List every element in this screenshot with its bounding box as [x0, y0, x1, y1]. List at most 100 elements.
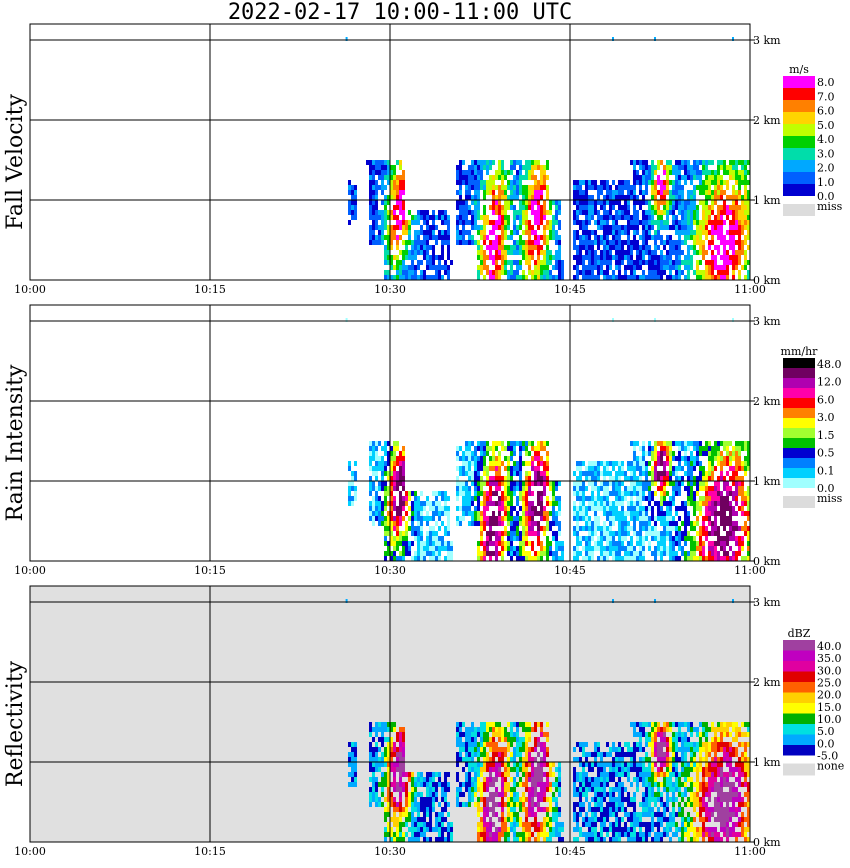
legend-swatch: [783, 398, 815, 408]
legend-swatch: [783, 136, 815, 148]
legend-swatch: [783, 160, 815, 172]
legend-swatch: [783, 692, 815, 703]
panel-label: Reflectivity: [3, 660, 28, 787]
echo-field: [345, 599, 750, 842]
legend-swatch: [783, 112, 815, 124]
legend-label: 8.0: [817, 76, 835, 89]
legend-label: 0.0: [817, 190, 835, 203]
legend-swatch: [783, 448, 815, 458]
legend-swatch: [783, 184, 815, 196]
height-tick-label: 0 km: [753, 274, 781, 287]
legend-swatch: [783, 388, 815, 398]
time-tick-label: 10:00: [14, 283, 46, 296]
legend-label: 3.0: [817, 147, 835, 160]
height-tick-label: 2 km: [753, 676, 781, 689]
legend-label: 12.0: [817, 376, 842, 389]
legend-label: 0.5: [817, 447, 835, 460]
plot-frame: [29, 23, 751, 281]
legend-swatch: [783, 703, 815, 714]
legend-label: 35.0: [817, 652, 842, 665]
height-tick-label: 3 km: [753, 34, 781, 47]
legend-label: 48.0: [817, 358, 842, 371]
panel-2: 0 km 1 km 2 km 3 km 10:00 10:15 10:30 10:45 11:0…: [3, 304, 843, 577]
legend-label: 1.5: [817, 429, 835, 442]
legend-swatch: [783, 661, 815, 672]
legend-label: 2.0: [817, 162, 835, 175]
legend-unit: m/s: [789, 63, 809, 76]
legend-swatch: [783, 713, 815, 724]
plot-frame: [29, 304, 751, 562]
chart-title: 2022-02-17 10:00-11:00 UTC: [227, 0, 573, 25]
legend-swatch: [783, 172, 815, 184]
legend-swatch: [783, 724, 815, 735]
legend-swatch: [783, 124, 815, 136]
time-tick-label: 10:00: [14, 564, 46, 577]
legend-swatch: [783, 378, 815, 388]
legend-swatch: [783, 734, 815, 745]
legend-swatch: [783, 745, 815, 756]
legend-swatch: [783, 671, 815, 682]
legend-unit: mm/hr: [781, 345, 819, 358]
height-tick-label: 0 km: [753, 555, 781, 568]
legend-swatch: [783, 650, 815, 661]
legend-swatch: [783, 428, 815, 438]
legend-label: 30.0: [817, 664, 842, 677]
legend-label: 6.0: [817, 393, 835, 406]
legend-unit: dBZ: [788, 627, 811, 640]
echo-field: [345, 37, 750, 280]
time-tick-label: 10:15: [194, 845, 226, 858]
panel-label: Rain Intensity: [3, 364, 28, 521]
time-tick-label: 10:15: [194, 283, 226, 296]
legend-label: 15.0: [817, 701, 842, 714]
legend-swatch: [783, 88, 815, 100]
time-tick-label: 10:30: [374, 845, 406, 858]
height-tick-label: 3 km: [753, 596, 781, 609]
legend-label: 25.0: [817, 677, 842, 690]
legend-label: 0.0: [817, 737, 835, 750]
legend-label: 7.0: [817, 90, 835, 103]
legend-miss-label: none: [817, 760, 844, 773]
legend-label: 0.0: [817, 482, 835, 495]
legend-swatch: [783, 468, 815, 478]
height-tick-label: 1 km: [753, 194, 781, 207]
legend-label: 20.0: [817, 689, 842, 702]
panel-1: 0 km 1 km 2 km 3 km 10:00 10:15 10:30 10:45 11:0…: [3, 23, 843, 296]
legend-label: -5.0: [817, 750, 838, 763]
time-tick-label: 10:15: [194, 564, 226, 577]
legend-label: 40.0: [817, 640, 842, 653]
legend-label: 4.0: [817, 133, 835, 146]
legend-swatch: [783, 100, 815, 112]
legend-swatch: [783, 358, 815, 368]
legend-swatch: [783, 368, 815, 378]
height-tick-label: 1 km: [753, 475, 781, 488]
height-tick-label: 2 km: [753, 395, 781, 408]
panel-label: Fall Velocity: [3, 94, 28, 230]
legend-label: 1.0: [817, 176, 835, 189]
legend-swatch: [783, 458, 815, 468]
height-tick-label: 0 km: [753, 836, 781, 849]
time-tick-label: 11:00: [734, 283, 766, 296]
time-tick-label: 10:30: [374, 564, 406, 577]
legend-label: 0.1: [817, 464, 835, 477]
legend-miss-swatch: [783, 204, 815, 216]
time-tick-label: 10:30: [374, 283, 406, 296]
time-tick-label: 10:45: [554, 845, 586, 858]
legend: 40.035.030.025.020.015.010.05.00.0-5.0no…: [783, 640, 844, 776]
legend-swatch: [783, 478, 815, 488]
legend-swatch: [783, 418, 815, 428]
legend-label: 5.0: [817, 119, 835, 132]
legend-label: 3.0: [817, 411, 835, 424]
time-tick-label: 11:00: [734, 845, 766, 858]
legend-miss-label: miss: [817, 492, 843, 505]
time-tick-label: 10:00: [14, 845, 46, 858]
time-tick-label: 10:45: [554, 283, 586, 296]
legend-label: 6.0: [817, 105, 835, 118]
time-tick-label: 11:00: [734, 564, 766, 577]
legend-swatch: [783, 76, 815, 88]
echo-field: [345, 318, 750, 561]
height-tick-label: 2 km: [753, 114, 781, 127]
legend-swatch: [783, 148, 815, 160]
